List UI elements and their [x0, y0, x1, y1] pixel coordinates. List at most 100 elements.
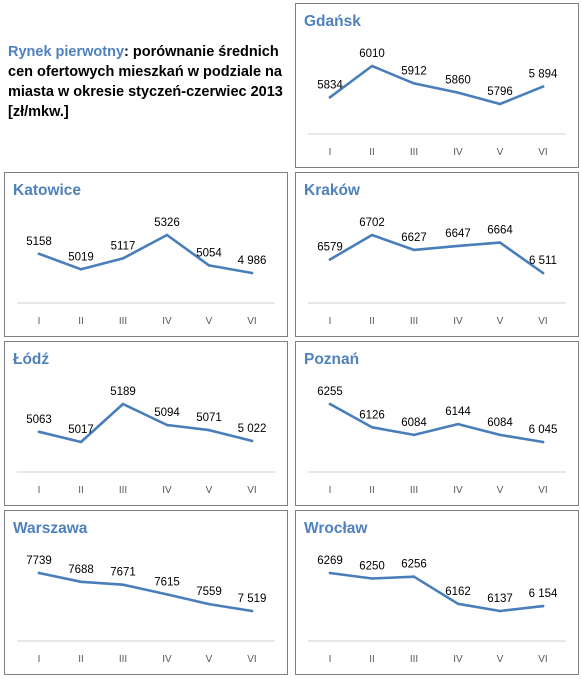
chart-warszawa: Warszawa 7739 I 7688 II 7671 III 7615 IV 7559 V 7 5… — [13, 520, 275, 665]
data-point — [79, 268, 83, 271]
data-point — [498, 609, 502, 613]
data-point — [165, 593, 169, 596]
data-point — [412, 82, 416, 85]
data-point — [498, 102, 502, 106]
data-point — [37, 252, 41, 256]
data-point — [328, 258, 332, 261]
data-point — [370, 426, 374, 429]
data-point — [498, 241, 502, 244]
data-point — [541, 440, 545, 444]
x-tick-label: IV — [453, 485, 463, 496]
data-label: 5054 — [196, 247, 222, 259]
x-tick-label: V — [497, 147, 504, 158]
data-label: 7688 — [68, 564, 94, 576]
data-point — [37, 571, 41, 575]
chart-title: Łódź — [13, 351, 49, 368]
data-point — [456, 91, 460, 94]
x-tick-label: III — [410, 485, 418, 496]
data-label: 6162 — [445, 586, 471, 598]
chart-panel-katowice: Katowice 5158 I 5019 II 5117 III 5326 IV 5054 V 4 9… — [4, 172, 288, 337]
x-tick-label: VI — [538, 485, 547, 496]
x-tick-label: V — [206, 316, 213, 327]
x-tick-label: III — [119, 316, 127, 327]
data-point — [165, 233, 169, 237]
data-point — [370, 233, 374, 237]
chart-lodz: Łódź 5063 I 5017 II 5189 III 5094 IV 5071 V 5 022 VI — [13, 351, 275, 496]
chart-panel-lodz: Łódź 5063 I 5017 II 5189 III 5094 IV 5071 V 5 022 VI — [4, 341, 288, 506]
data-point — [207, 602, 211, 606]
chart-description: Rynek pierwotny: porównanie średnich cen… — [8, 42, 290, 122]
chart-panel-krakow: Kraków 6579 I 6702 II 6627 III 6647 IV 6664 V 6 511… — [295, 172, 579, 337]
data-label: 6 045 — [529, 424, 558, 436]
chart-title: Gdańsk — [304, 13, 361, 30]
x-tick-label: I — [329, 654, 332, 665]
data-point — [456, 244, 460, 248]
data-label: 6 511 — [529, 255, 557, 267]
series-line — [328, 233, 545, 275]
data-point — [498, 433, 502, 437]
data-label: 6126 — [359, 409, 385, 421]
data-point — [121, 402, 125, 406]
chart-title: Poznań — [304, 351, 359, 368]
data-point — [37, 430, 41, 434]
x-tick-label: II — [78, 654, 84, 665]
data-point — [121, 583, 125, 586]
chart-title: Katowice — [13, 182, 81, 199]
x-tick-label: II — [369, 654, 375, 665]
data-label: 6269 — [317, 555, 343, 567]
x-tick-label: I — [329, 147, 332, 158]
data-point — [250, 439, 254, 443]
data-label: 5019 — [68, 251, 94, 263]
chart-title: Warszawa — [13, 520, 88, 537]
chart-panel-warszawa: Warszawa 7739 I 7688 II 7671 III 7615 IV 7559 V 7 5… — [4, 510, 288, 675]
x-tick-label: V — [206, 654, 213, 665]
data-label: 6627 — [401, 232, 427, 244]
data-label: 7739 — [26, 555, 52, 567]
data-label: 6256 — [401, 559, 427, 571]
chart-title: Wrocław — [304, 520, 368, 537]
data-label: 4 986 — [238, 255, 267, 267]
chart-wroclaw: Wrocław 6269 I 6250 II 6256 III 6162 IV 6137 V 6 15… — [304, 520, 566, 665]
x-tick-label: V — [497, 654, 504, 665]
data-point — [370, 577, 374, 580]
x-tick-label: VI — [538, 316, 547, 327]
data-label: 6144 — [445, 406, 471, 418]
data-point — [456, 602, 460, 606]
x-tick-label: IV — [162, 316, 172, 327]
chart-title: Kraków — [304, 182, 361, 199]
data-point — [207, 264, 211, 267]
data-point — [328, 402, 332, 406]
chart-panel-wroclaw: Wrocław 6269 I 6250 II 6256 III 6162 IV 6137 V 6 15… — [295, 510, 579, 675]
x-tick-label: IV — [162, 654, 172, 665]
data-label: 6647 — [445, 228, 471, 240]
x-tick-label: V — [497, 485, 504, 496]
x-tick-label: III — [410, 147, 418, 158]
data-point — [541, 271, 545, 275]
chart-panel-gdansk: Gdańsk 5834 I 6010 II 5912 III 5860 IV 5796 V 5 894… — [295, 3, 579, 168]
data-point — [207, 428, 211, 432]
description-text: : porównanie średnich cen ofertowych mie… — [8, 44, 283, 120]
series-line — [37, 402, 254, 444]
x-tick-label: V — [206, 485, 213, 496]
x-tick-label: VI — [247, 316, 256, 327]
description-highlight: Rynek pierwotny — [8, 44, 125, 60]
x-tick-label: IV — [162, 485, 172, 496]
x-tick-label: III — [410, 654, 418, 665]
data-label: 6084 — [487, 417, 513, 429]
data-label: 5017 — [68, 424, 94, 436]
data-label: 5 022 — [238, 423, 267, 435]
x-tick-label: IV — [453, 316, 463, 327]
data-label: 5189 — [110, 386, 136, 398]
data-point — [412, 575, 416, 578]
data-label: 6702 — [359, 217, 385, 229]
x-tick-label: III — [410, 316, 418, 327]
series-line — [37, 233, 254, 275]
data-point — [541, 604, 545, 608]
x-tick-label: I — [38, 654, 41, 665]
data-point — [165, 423, 169, 427]
data-label: 6 154 — [529, 588, 558, 600]
series-line — [37, 571, 254, 613]
chart-gdansk: Gdańsk 5834 I 6010 II 5912 III 5860 IV 5796 V 5 894… — [304, 13, 566, 158]
x-tick-label: II — [78, 316, 84, 327]
x-tick-label: I — [329, 316, 332, 327]
